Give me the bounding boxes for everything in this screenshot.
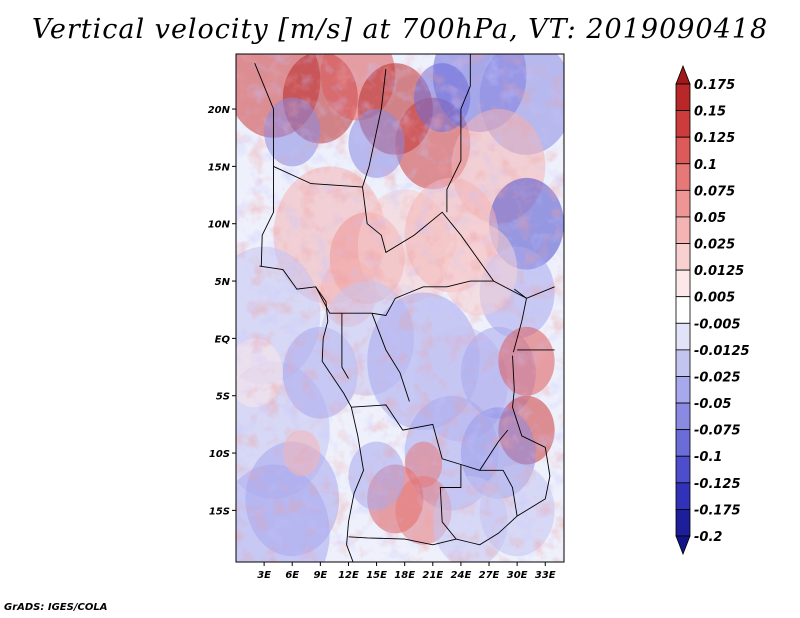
colorbar-segment <box>675 243 691 271</box>
colorbar-segment <box>675 110 691 138</box>
colorbar-label: -0.005 <box>694 317 741 332</box>
lat-label: 10S <box>209 449 230 460</box>
border-line <box>315 286 372 314</box>
colorbar-label: -0.1 <box>694 450 722 465</box>
colorbar: 0.175 0.15 0.125 0.1 0.075 0.05 0.025 0.0125 0.0… <box>675 64 750 556</box>
border-line <box>512 288 527 353</box>
border-line <box>341 313 349 379</box>
border-line <box>348 536 471 546</box>
lon-label: 30E <box>507 570 528 581</box>
border-line <box>351 404 509 471</box>
software-credit: GrADS: IGES/COLA <box>4 602 108 613</box>
colorbar-segment <box>675 269 691 298</box>
colorbar-segment <box>675 429 691 457</box>
colorbar-segment <box>675 322 691 351</box>
colorbar-label: 0.0125 <box>694 264 744 279</box>
colorbar-label: -0.125 <box>694 477 741 492</box>
lon-label: 33E <box>535 570 556 581</box>
colorbar-segment <box>675 482 691 510</box>
border-line <box>371 313 410 402</box>
lon-label: 6E <box>285 570 299 581</box>
colorbar-label: 0.05 <box>694 211 726 226</box>
lat-label: 5N <box>215 277 231 288</box>
colorbar-segment <box>675 136 691 165</box>
border-line <box>479 469 518 517</box>
colorbar-segment <box>675 163 691 191</box>
lon-label: 27E <box>479 570 500 581</box>
colorbar-segment <box>675 189 691 218</box>
colorbar-label: 0.1 <box>694 158 717 173</box>
lat-label: 5S <box>216 392 230 403</box>
lon-label: 18E <box>394 570 415 581</box>
colorbar-label: -0.075 <box>694 424 741 439</box>
border-line <box>371 280 494 316</box>
colorbar-segment <box>675 216 691 244</box>
colorbar-label: -0.0125 <box>694 344 750 359</box>
map-plot-area <box>236 54 564 562</box>
colorbar-label: -0.2 <box>694 530 722 545</box>
lat-label: 15N <box>208 162 231 173</box>
colorbar-segment <box>675 376 691 404</box>
colorbar-segment <box>675 535 691 556</box>
colorbar-label: 0.125 <box>694 131 735 146</box>
colorbar-label: 0.025 <box>694 238 735 253</box>
colorbar-segment <box>675 83 691 111</box>
colorbar-label: -0.05 <box>694 397 731 412</box>
lon-label: 21E <box>422 570 443 581</box>
border-line <box>460 54 471 110</box>
colorbar-label: -0.025 <box>694 370 741 385</box>
country-borders <box>254 54 555 562</box>
colorbar-label: 0.175 <box>694 78 735 93</box>
colorbar-segment <box>675 296 691 324</box>
lon-label: 9E <box>313 570 327 581</box>
lon-label: 12E <box>338 570 359 581</box>
border-line <box>512 355 546 448</box>
colorbar-segment <box>675 402 691 431</box>
longitude-axis: 3E 6E 9E 12E 15E 18E 21E 24E 27E 30E 33E <box>257 562 556 581</box>
lon-label: 3E <box>257 570 271 581</box>
velocity-noise <box>236 54 564 562</box>
border-line <box>254 63 555 299</box>
lat-label: 10N <box>208 220 231 231</box>
colorbar-segment <box>675 64 691 85</box>
lat-label: 15S <box>209 506 230 517</box>
border-line <box>259 265 364 562</box>
colorbar-label: -0.175 <box>694 503 741 518</box>
colorbar-segment <box>675 455 691 484</box>
lon-label: 24E <box>451 570 472 581</box>
border-line <box>362 68 387 188</box>
colorbar-segment <box>675 349 691 377</box>
latitude-axis: 20N 15N 10N 5N EQ 5S 10S 15S <box>208 105 236 517</box>
lat-label: 20N <box>208 105 231 116</box>
lon-label: 15E <box>366 570 387 581</box>
colorbar-segment <box>675 509 691 537</box>
colorbar-label: 0.075 <box>694 184 735 199</box>
map-frame <box>235 53 565 563</box>
border-line <box>439 464 462 540</box>
colorbar-label: 0.15 <box>694 105 726 120</box>
colorbar-label: 0.005 <box>694 291 735 306</box>
border-line <box>446 109 462 213</box>
lat-label: EQ <box>215 334 231 345</box>
border-line <box>260 166 274 267</box>
map-title: Vertical velocity [m/s] at 700hPa, VT: 2… <box>31 14 769 45</box>
